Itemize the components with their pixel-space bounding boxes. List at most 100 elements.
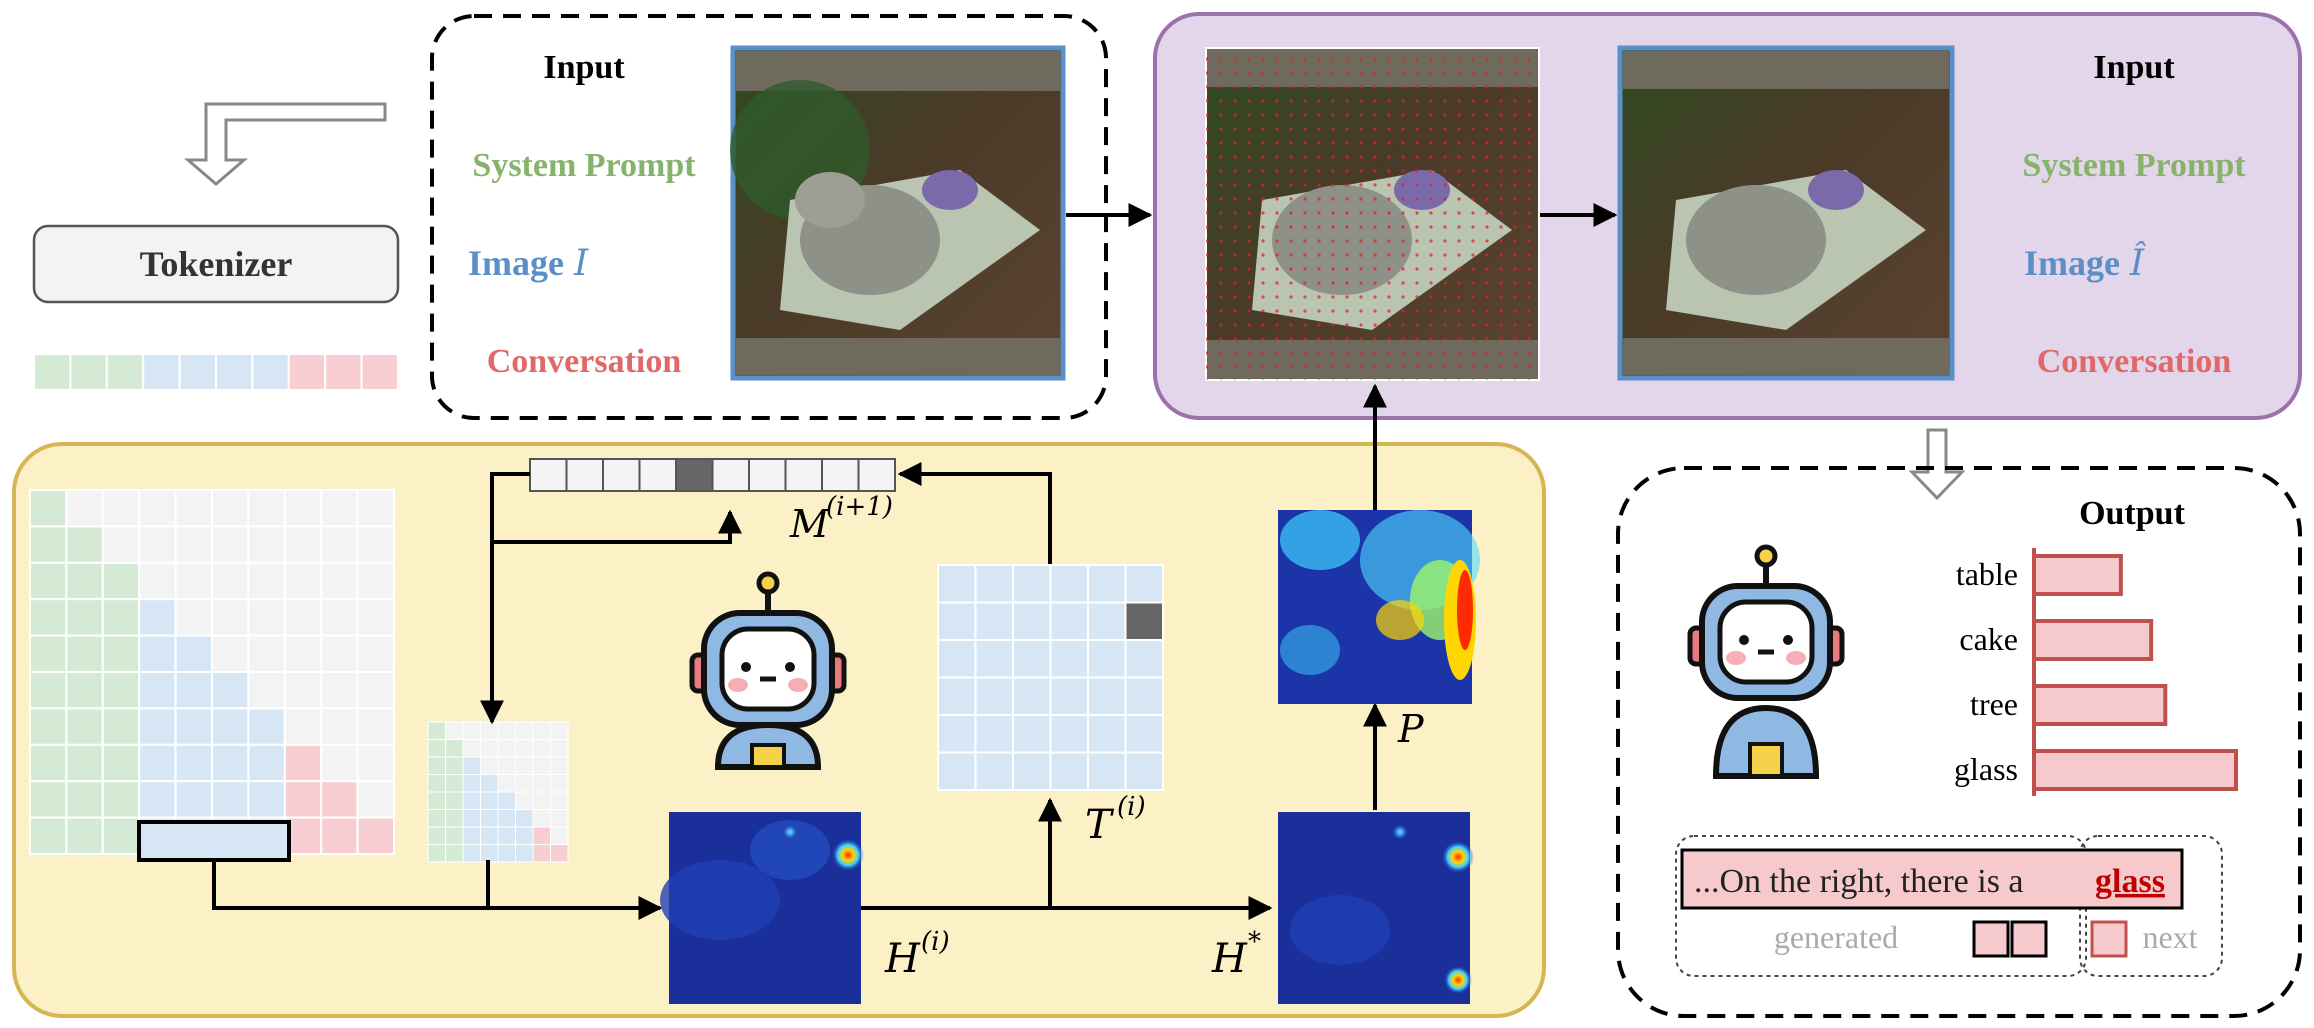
svg-text:M: M <box>789 502 830 546</box>
token-cell <box>324 353 363 391</box>
mask-cell <box>784 458 823 492</box>
matrix-cell <box>211 707 250 746</box>
slice-cell <box>445 844 464 863</box>
slice-cell <box>497 756 516 775</box>
slice-cell <box>480 809 499 828</box>
matrix-cell <box>247 561 286 601</box>
matrix-cell <box>247 489 286 528</box>
slice-cell <box>427 791 446 810</box>
token-map <box>937 564 1164 791</box>
slice-cell <box>515 756 534 775</box>
slice-cell <box>550 721 569 740</box>
token-map-cell <box>1087 564 1127 604</box>
matrix-cell <box>29 743 68 783</box>
slice-cell <box>532 739 551 758</box>
token-map-cell <box>1087 601 1127 641</box>
masked-image <box>1205 47 1540 381</box>
image-label-right: Image <box>2024 243 2120 283</box>
matrix-cell <box>29 561 68 601</box>
matrix-cell <box>101 489 141 528</box>
slice-cell <box>427 826 446 845</box>
flow-lines <box>212 383 1387 920</box>
matrix-cell <box>211 489 250 528</box>
slice-cell <box>532 809 551 828</box>
matrix-cell <box>174 743 214 783</box>
matrix-cell <box>65 561 104 601</box>
matrix-cell <box>138 671 177 710</box>
token-map-cell <box>1087 639 1127 679</box>
matrix-cell <box>356 489 396 528</box>
mask-cell <box>529 458 568 492</box>
aggregated-heatmap-label: H * <box>1211 927 1261 982</box>
token-map-cell <box>974 714 1014 754</box>
mask-cell <box>857 458 896 492</box>
bar-label-glass: glass <box>1954 751 2018 787</box>
token-cell <box>142 353 181 391</box>
token-map-cell <box>1012 639 1052 679</box>
slice-cell <box>515 721 534 740</box>
mask-cell <box>748 458 787 492</box>
slice-cell <box>427 721 446 740</box>
tokenizer-arrow <box>183 102 387 186</box>
slice-cell <box>532 844 551 863</box>
slice-cell <box>497 721 516 740</box>
slice-cell <box>445 774 464 793</box>
slice-cell <box>462 844 481 863</box>
matrix-cell <box>101 598 141 637</box>
slice-cell <box>497 809 516 828</box>
slice-cell <box>515 844 534 863</box>
token-map-cell <box>1049 601 1089 641</box>
slice-cell <box>497 844 516 863</box>
matrix-cell <box>138 780 177 819</box>
slice-cell <box>462 774 481 793</box>
slice-cell <box>532 774 551 793</box>
generated-caption: generated <box>1774 919 1898 955</box>
token-map-cell <box>1049 564 1089 604</box>
matrix-cell <box>247 525 286 564</box>
tokenizer-label: Tokenizer <box>140 244 293 284</box>
generated-text: ...On the right, there is a <box>1694 863 2024 900</box>
slice-cell <box>462 756 481 775</box>
slice-cell <box>515 739 534 758</box>
matrix-cell <box>138 561 177 601</box>
token-map-cell <box>937 564 977 604</box>
input-title: Input <box>543 49 625 86</box>
matrix-cell <box>247 743 286 783</box>
matrix-cell <box>138 707 177 746</box>
slice-cell <box>550 774 569 793</box>
bar-label-tree: tree <box>1970 686 2018 722</box>
token-map-cell <box>1049 751 1089 791</box>
slice-cell <box>462 826 481 845</box>
matrix-cell <box>283 634 323 673</box>
matrix-cell <box>356 816 396 855</box>
slice-cell <box>480 826 499 845</box>
token-map-cell <box>1124 751 1164 791</box>
matrix-cell <box>174 525 214 564</box>
matrix-cell <box>65 671 104 710</box>
svg-text:(i+1): (i+1) <box>826 492 893 522</box>
selected-query-rows <box>137 820 291 862</box>
slice-cell <box>497 739 516 758</box>
matrix-cell <box>356 707 396 746</box>
slice-cell <box>427 756 446 775</box>
slice-cell <box>532 721 551 740</box>
system-prompt-label: System Prompt <box>472 147 696 184</box>
matrix-cell <box>320 816 359 855</box>
slice-cell <box>480 791 499 810</box>
slice-cell <box>550 844 569 863</box>
matrix-cell <box>101 634 141 673</box>
token-map-cell <box>1087 714 1127 754</box>
matrix-cell <box>356 525 396 564</box>
bar-cake <box>2032 619 2154 661</box>
matrix-cell <box>174 780 214 819</box>
token-map-cell <box>1012 676 1052 716</box>
tokenizer-box: Tokenizer <box>32 224 400 304</box>
slice-cell <box>445 826 464 845</box>
matrix-cell <box>283 780 323 819</box>
slice-cell <box>445 791 464 810</box>
token-cell <box>33 353 72 391</box>
head-attention-slice <box>427 721 569 863</box>
token-map-cell <box>937 714 977 754</box>
matrix-cell <box>211 780 250 819</box>
mask-cell <box>711 458 750 492</box>
